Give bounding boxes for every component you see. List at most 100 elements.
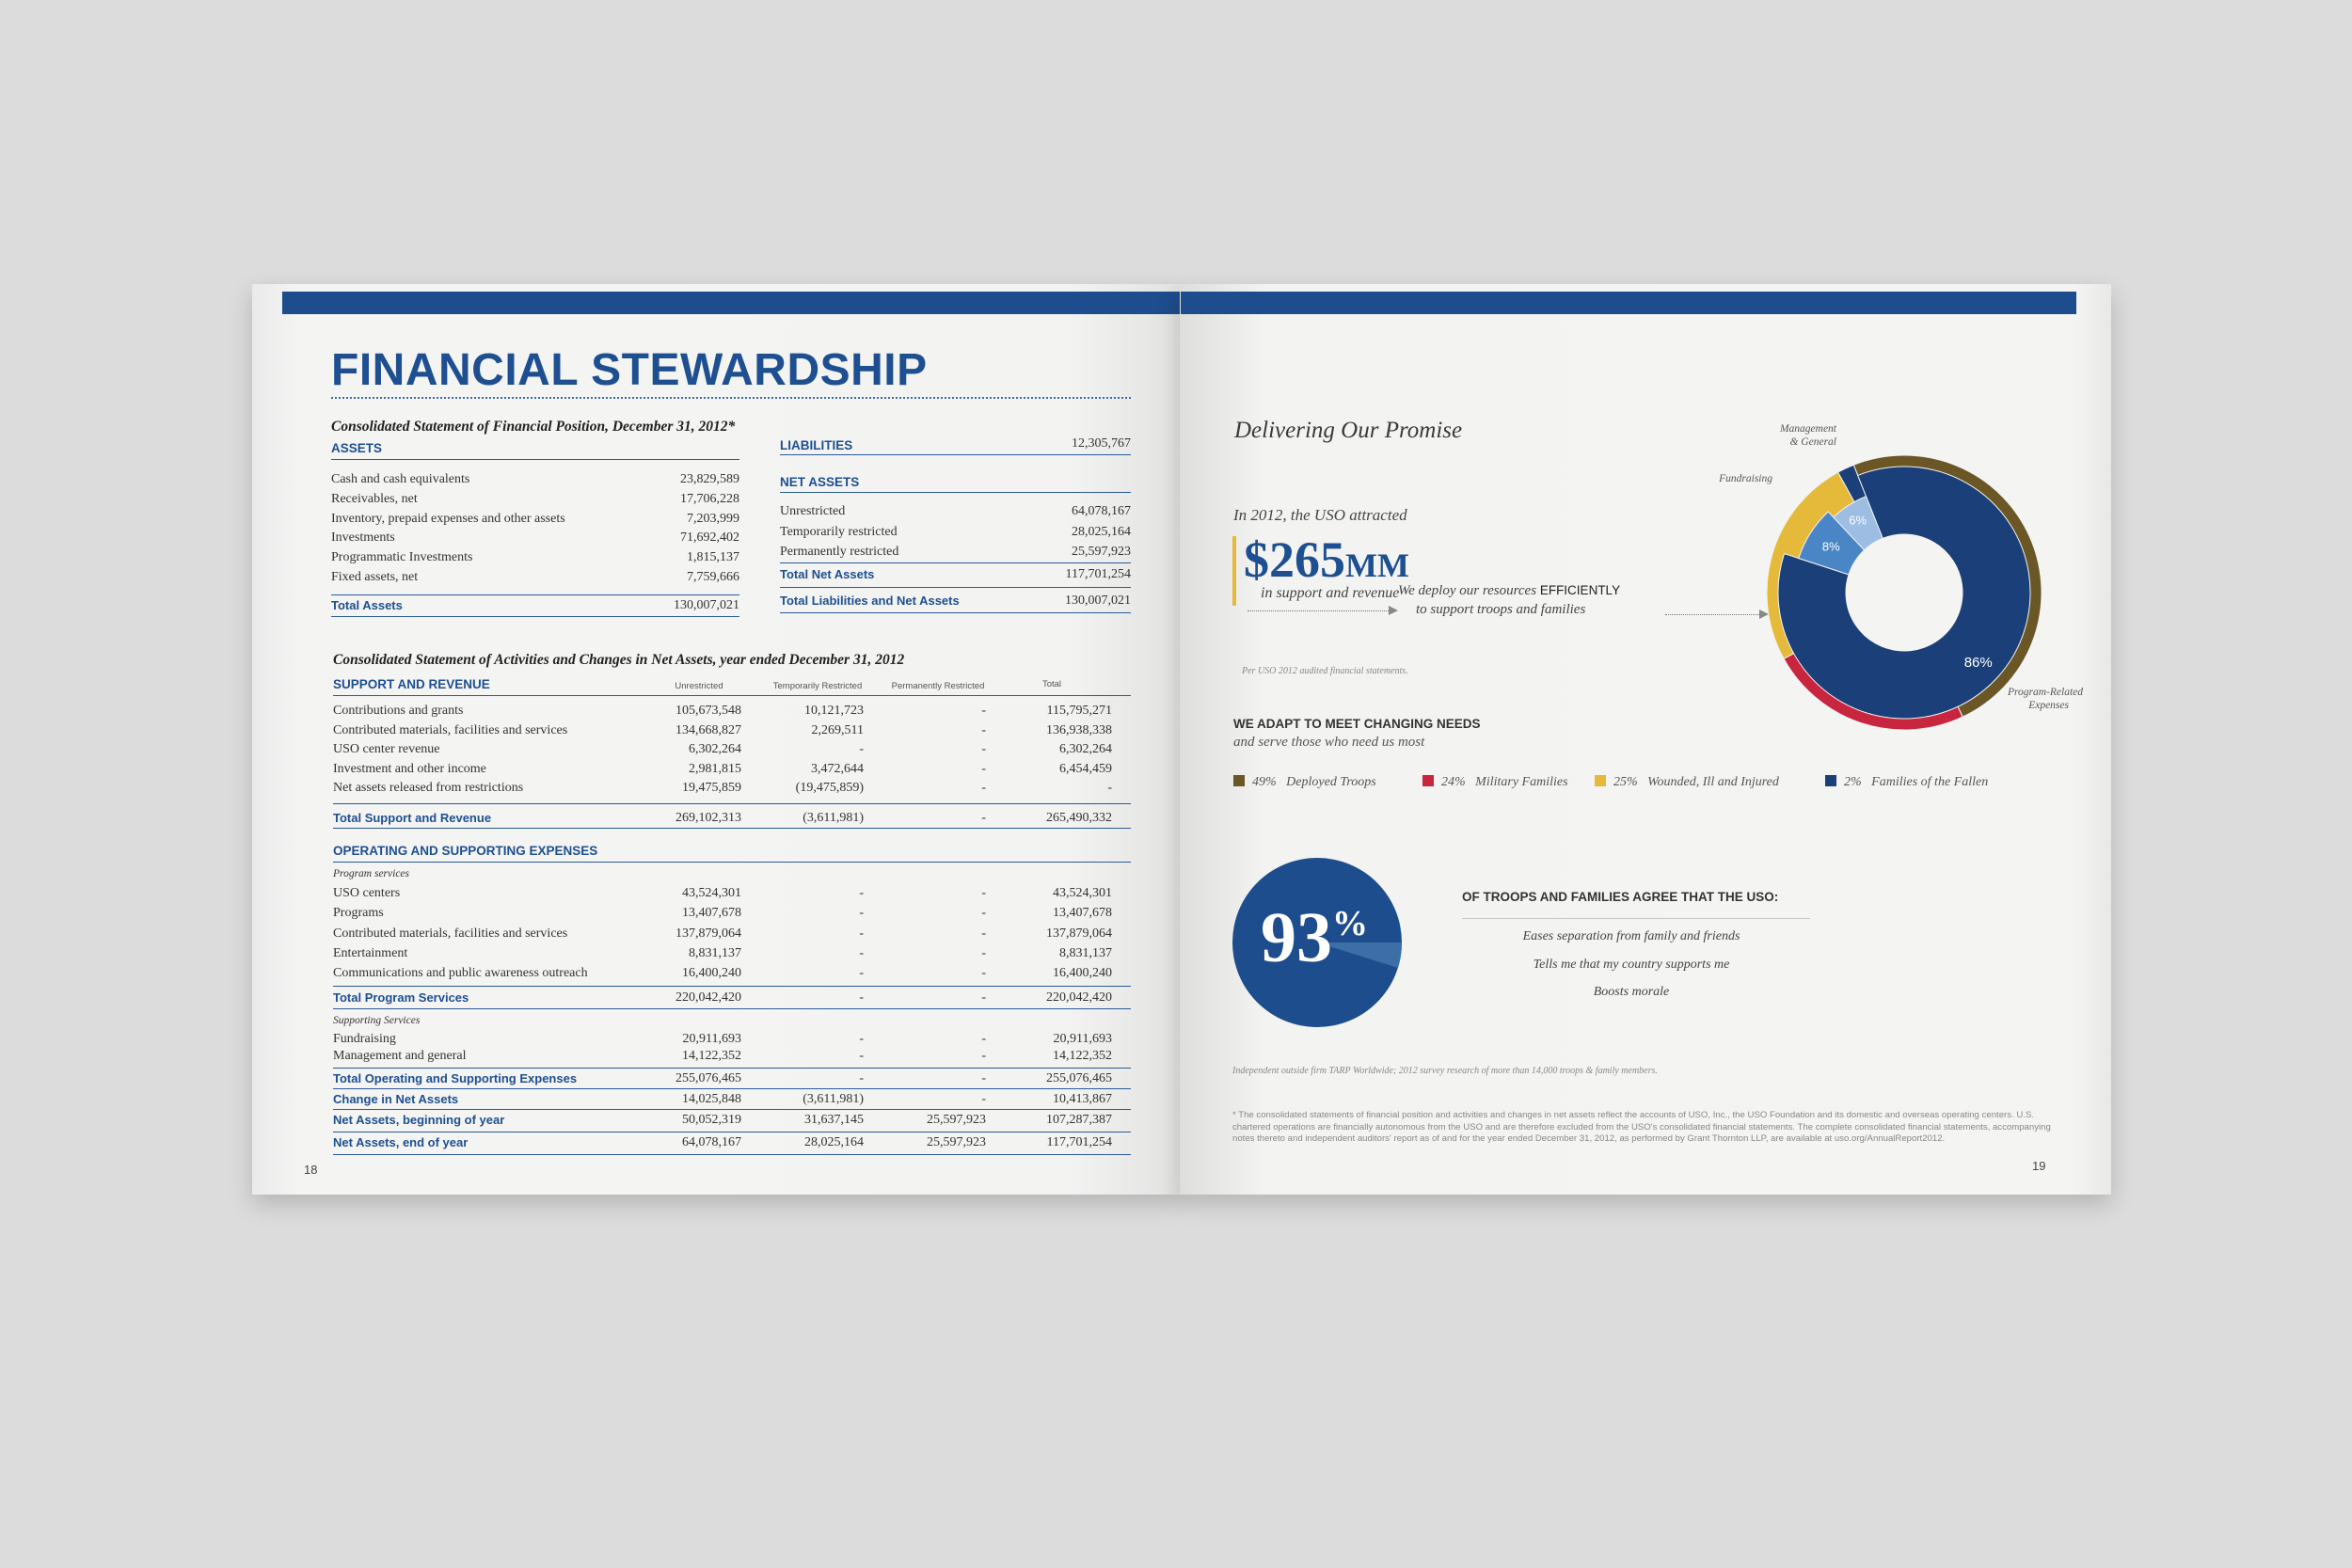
- table-cell: 8,831,137: [689, 945, 741, 960]
- slice-label: 86%: [1964, 655, 1993, 671]
- column-header-permanently-restricted: Permanently Restricted: [891, 681, 985, 691]
- net-asset-row-value: 64,078,167: [1072, 504, 1131, 518]
- total-row-label: Total Program Services: [333, 990, 469, 1005]
- total-row-label: Change in Net Assets: [333, 1092, 459, 1106]
- divider: [780, 612, 1131, 613]
- program-services-label: Program services: [333, 868, 410, 879]
- legend-swatch: [1825, 775, 1836, 786]
- table-cell: 31,637,145: [804, 1113, 864, 1127]
- asset-row-label: Cash and cash equivalents: [331, 472, 470, 486]
- total-liabilities-net-assets-value: 130,007,021: [1065, 594, 1131, 608]
- table-cell: -: [981, 761, 986, 776]
- asset-row-value: 23,829,589: [680, 472, 739, 486]
- legend-percent: 25%: [1613, 775, 1648, 789]
- table-cell: -: [981, 990, 986, 1005]
- table-cell: (3,611,981): [803, 1092, 864, 1106]
- table-cell: 2,269,511: [811, 722, 864, 737]
- table-cell: 20,911,693: [682, 1032, 741, 1046]
- table-cell: -: [859, 1071, 864, 1085]
- net-asset-row-value: 28,025,164: [1072, 524, 1131, 539]
- total-row-label: Net Assets, end of year: [333, 1135, 469, 1149]
- divider: [333, 1008, 1131, 1009]
- circle-wedge: [1317, 942, 1402, 968]
- table-cell: 220,042,420: [1046, 990, 1112, 1005]
- deploy-text: We deploy our resources EFFICIENTLY: [1398, 583, 1621, 598]
- table-cell: 13,407,678: [682, 906, 741, 921]
- table-cell: -: [859, 742, 864, 756]
- expense-donut-chart: 86% 8% 6% Management& General Fundraising Pro…: [1718, 423, 2083, 731]
- top-color-bar: [1181, 292, 2076, 314]
- revenue-amount: $265MM: [1244, 531, 1409, 588]
- table-row-label: Investment and other income: [333, 761, 486, 776]
- position-heading: Consolidated Statement of Financial Posi…: [331, 419, 736, 435]
- divider: [333, 862, 1131, 863]
- legend-label: Families of the Fallen: [1871, 775, 1989, 789]
- table-cell: -: [981, 811, 986, 825]
- legend-item: 49% Deployed Troops: [1233, 775, 1376, 790]
- table-cell: -: [859, 1032, 864, 1046]
- table-cell: -: [981, 926, 986, 941]
- arrow-icon: [1389, 606, 1398, 615]
- arrow-icon: [1759, 610, 1769, 619]
- assets-header: ASSETS: [331, 441, 383, 455]
- table-cell: 255,076,465: [675, 1071, 741, 1085]
- table-cell: 10,413,867: [1053, 1092, 1112, 1106]
- table-row-label: Entertainment: [333, 945, 408, 960]
- agree-heading: OF TROOPS AND FAMILIES AGREE THAT THE US…: [1462, 890, 1779, 904]
- table-cell: 137,879,064: [1046, 926, 1112, 941]
- table-cell: 13,407,678: [1053, 906, 1112, 921]
- table-cell: -: [859, 926, 864, 941]
- agree-percentage: 93%: [1261, 898, 1368, 977]
- attracted-text: In 2012, the USO attracted: [1233, 506, 1407, 524]
- table-row-label: Net assets released from restrictions: [333, 781, 524, 795]
- table-cell: -: [981, 1092, 986, 1106]
- total-net-assets-label: Total Net Assets: [780, 567, 875, 581]
- donut-category-label: Management: [1779, 423, 1837, 435]
- net-asset-row-label: Unrestricted: [780, 504, 846, 518]
- table-cell: 6,302,264: [1059, 742, 1112, 756]
- table-cell: 64,078,167: [682, 1135, 741, 1149]
- table-cell: 136,938,338: [1046, 722, 1112, 737]
- divider: [333, 1154, 1131, 1155]
- table-cell: 137,879,064: [675, 926, 741, 941]
- net-asset-row-label: Permanently restricted: [780, 545, 899, 559]
- asset-row-value: 17,706,228: [680, 491, 739, 506]
- table-row-label: Communications and public awareness outr…: [333, 966, 588, 981]
- divider: [780, 454, 1131, 455]
- source-note: Per USO 2012 audited financial statement…: [1242, 666, 1408, 676]
- asset-row-label: Programmatic Investments: [331, 550, 473, 565]
- table-cell: 8,831,137: [1059, 945, 1112, 960]
- net-assets-header: NET ASSETS: [780, 475, 860, 489]
- table-cell: 50,052,319: [682, 1113, 741, 1127]
- table-cell: -: [981, 722, 986, 737]
- table-cell: -: [981, 945, 986, 960]
- total-net-assets-value: 117,701,254: [1065, 567, 1131, 581]
- asset-row-label: Investments: [331, 531, 395, 546]
- total-row-label: Total Support and Revenue: [333, 811, 492, 825]
- adapt-subheading: and serve those who need us most: [1233, 735, 1425, 750]
- adapt-heading: WE ADAPT TO MEET CHANGING NEEDS: [1233, 717, 1481, 731]
- table-cell: -: [981, 1032, 986, 1046]
- column-header-temporarily-restricted: Temporarily Restricted: [772, 681, 863, 691]
- divider: [333, 828, 1131, 829]
- table-cell: 14,122,352: [1053, 1048, 1112, 1063]
- table-cell: -: [859, 886, 864, 900]
- connector-line: [1248, 610, 1389, 611]
- liabilities-value: 12,305,767: [1072, 436, 1131, 451]
- table-row-label: Contributions and grants: [333, 704, 464, 718]
- divider: [333, 695, 1131, 696]
- legend-item: 2% Families of the Fallen: [1825, 775, 1988, 790]
- table-cell: -: [981, 906, 986, 921]
- legend-swatch: [1595, 775, 1606, 786]
- table-cell: (3,611,981): [803, 811, 864, 825]
- total-liabilities-net-assets-label: Total Liabilities and Net Assets: [780, 594, 960, 608]
- column-header-unrestricted: Unrestricted: [675, 681, 723, 691]
- divider: [333, 803, 1131, 804]
- table-cell: 10,121,723: [804, 704, 864, 718]
- net-asset-row-label: Temporarily restricted: [780, 524, 898, 539]
- asset-row-value: 7,759,666: [687, 570, 739, 584]
- table-cell: 25,597,923: [927, 1135, 986, 1149]
- asset-row-value: 1,815,137: [687, 550, 739, 565]
- table-row-label: Contributed materials, facilities and se…: [333, 722, 568, 737]
- table-cell: 2,981,815: [689, 761, 741, 776]
